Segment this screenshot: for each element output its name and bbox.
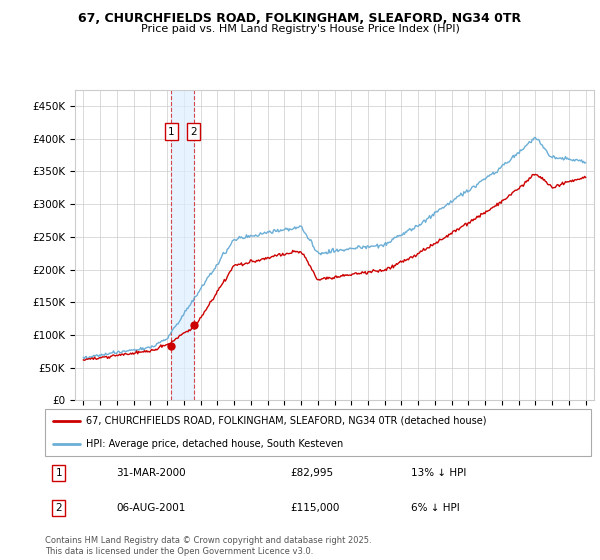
- Bar: [171, 90, 194, 400]
- Text: 67, CHURCHFIELDS ROAD, FOLKINGHAM, SLEAFORD, NG34 0TR (detached house): 67, CHURCHFIELDS ROAD, FOLKINGHAM, SLEAF…: [86, 416, 487, 426]
- Text: 6% ↓ HPI: 6% ↓ HPI: [411, 503, 460, 513]
- Text: 06-AUG-2001: 06-AUG-2001: [116, 503, 185, 513]
- Text: £115,000: £115,000: [291, 503, 340, 513]
- Text: 13% ↓ HPI: 13% ↓ HPI: [411, 468, 466, 478]
- Text: 31-MAR-2000: 31-MAR-2000: [116, 468, 185, 478]
- Text: HPI: Average price, detached house, South Kesteven: HPI: Average price, detached house, Sout…: [86, 438, 343, 449]
- Text: Contains HM Land Registry data © Crown copyright and database right 2025.
This d: Contains HM Land Registry data © Crown c…: [45, 536, 371, 556]
- Text: Price paid vs. HM Land Registry's House Price Index (HPI): Price paid vs. HM Land Registry's House …: [140, 24, 460, 34]
- Text: 1: 1: [168, 127, 175, 137]
- Text: 67, CHURCHFIELDS ROAD, FOLKINGHAM, SLEAFORD, NG34 0TR: 67, CHURCHFIELDS ROAD, FOLKINGHAM, SLEAF…: [79, 12, 521, 25]
- Text: 2: 2: [55, 503, 62, 513]
- Text: 2: 2: [190, 127, 197, 137]
- Text: £82,995: £82,995: [291, 468, 334, 478]
- Text: 1: 1: [55, 468, 62, 478]
